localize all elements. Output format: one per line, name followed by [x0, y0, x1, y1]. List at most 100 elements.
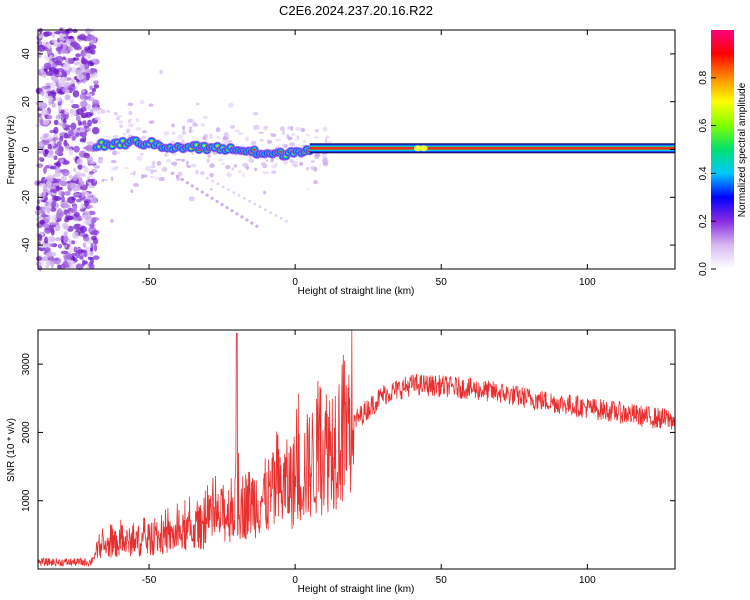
spectrogram-scatter-blob: [268, 140, 273, 144]
spectrogram-noise-blob: [43, 140, 49, 146]
spectrogram-scatter-blob: [175, 158, 182, 161]
spectrogram-scatter-blob: [237, 132, 244, 135]
spectrogram-scatter-blob: [113, 111, 118, 116]
spectrogram-scatter-blob: [299, 161, 304, 167]
spectrogram-scatter-blob: [118, 120, 124, 124]
spectrogram-scatter-blob: [265, 159, 269, 162]
spectrogram-noise-blob: [61, 49, 69, 54]
spectrogram-noise-blob: [37, 233, 43, 242]
spectrogram-scatter-blob: [145, 166, 151, 172]
spectrogram-noise-blob: [36, 163, 44, 168]
spectrogram-noise-blob: [82, 242, 87, 248]
spectrogram-streak-dot: [211, 179, 215, 183]
spectrogram-x-label: Height of straight line (km): [298, 286, 415, 297]
spectrogram-noise-blob: [75, 115, 81, 122]
spectrogram-scatter-blob: [139, 152, 144, 156]
spectrogram-scatter-blob: [150, 165, 156, 169]
spectrogram-noise-blob: [67, 187, 73, 192]
spectrogram-scatter-blob: [222, 136, 229, 141]
spectrogram-noise-blob: [64, 204, 71, 208]
spectrogram-scatter-blob: [149, 175, 156, 179]
spectrogram-noise-blob: [50, 81, 57, 89]
spectrogram-noise-blob: [86, 141, 94, 145]
spectrogram-noise-blob: [56, 160, 62, 168]
spectrogram-noise-blob: [45, 251, 53, 258]
spectrogram-noise-blob: [62, 63, 71, 71]
spectrogram-scatter-blob: [265, 171, 270, 174]
spectrogram-noise-blob: [54, 149, 63, 156]
spectrogram-noise-blob: [90, 196, 98, 204]
spectrogram-scatter-blob: [228, 102, 234, 108]
spectrogram-steady-band: [309, 147, 675, 150]
spectrogram-streak-dot: [264, 208, 267, 212]
spectrogram-y-axis: -40 -20 0 20 40: [21, 48, 675, 252]
spectrogram-scatter-blob: [209, 172, 214, 178]
spectrogram-noise-blob: [65, 252, 73, 260]
spectrogram-scatter-blob: [140, 136, 147, 140]
spectrogram-scatter-blob: [226, 139, 233, 144]
spectrogram-noise-blob: [39, 119, 44, 126]
spectrogram-streak-dot: [200, 190, 204, 194]
spectrogram-scatter-blob: [154, 177, 160, 180]
spectrogram-noise-blob: [89, 85, 93, 91]
spectrogram-scatter-blob: [188, 196, 195, 202]
spectrogram-scatter-blob: [172, 131, 175, 135]
spectrogram-noise-blob: [87, 256, 92, 260]
spectrogram-noise-blob: [55, 46, 63, 52]
spectrogram-noise-blob: [79, 138, 84, 143]
spectrogram-noise-blob: [49, 226, 55, 232]
spectrogram-scatter-blob: [294, 160, 299, 164]
spectrogram-scatter-blob: [181, 158, 185, 162]
spectrogram-noise-blob: [48, 99, 52, 107]
spectrogram-streak-dot: [245, 218, 249, 222]
snr-x-label: Height of straight line (km): [298, 584, 415, 595]
spectrogram-scatter-blob: [169, 140, 176, 144]
spectrogram-scatter-blob: [262, 126, 268, 131]
spectrogram-noise-blob: [63, 209, 68, 216]
spectrogram-noise-blob: [85, 28, 91, 35]
spectrogram-x-axis: -50 0 50 100: [142, 30, 596, 288]
spectrogram-noise-blob: [87, 204, 94, 209]
spectrogram-scatter-blob: [190, 151, 195, 156]
spectrogram-noise-blob: [91, 126, 100, 135]
snr-x-axis: -50 0 50 100: [142, 330, 596, 586]
spectrogram-noise-blob: [72, 57, 80, 61]
spectrogram-noise-blob: [64, 94, 71, 101]
spectrogram-scatter-blob: [103, 110, 107, 113]
spectrogram-scatter-blob: [287, 126, 292, 130]
spectrogram-scatter-blob: [164, 152, 168, 157]
spectrogram-scatter-blob: [127, 102, 134, 107]
spectrogram-ridge-blob: [195, 143, 198, 146]
spectrogram-scatter-blob: [115, 115, 123, 118]
spectrogram-streak-dot: [210, 196, 214, 200]
spectrogram-scatter-blob: [124, 166, 129, 170]
spectrogram-noise-blob: [64, 108, 69, 115]
spectrogram-streak-dot: [258, 205, 262, 209]
spectrogram-noise-blob: [89, 108, 94, 113]
spectrogram-scatter-blob: [274, 138, 281, 142]
spectrogram-streak-dot: [215, 199, 219, 203]
spectrogram-ridge-blob: [203, 144, 206, 147]
spectrogram-noise-blob: [70, 122, 77, 131]
spectrogram-noise-blob: [52, 188, 58, 194]
spectrogram-scatter-blob: [163, 131, 170, 136]
spectrogram-scatter-blob: [321, 153, 327, 159]
spectrogram-scatter-blob: [313, 180, 318, 185]
spectrogram-streak-dot: [279, 217, 283, 220]
x-tick-label: 0: [292, 575, 298, 586]
spectrogram-streak-dot: [227, 188, 230, 191]
spectrogram-noise-blob: [53, 182, 60, 187]
y-tick-label: 1000: [21, 489, 32, 512]
spectrogram-noise-blob: [36, 261, 42, 267]
spectrogram-noise-blob: [60, 250, 69, 255]
spectrogram-noise-blob: [75, 68, 83, 76]
spectrogram-noise-blob: [36, 40, 41, 45]
spectrogram-scatter-blob: [151, 160, 156, 166]
spectrogram-noise-blob: [36, 199, 41, 205]
spectrogram-noise-blob: [68, 245, 73, 254]
spectrogram-scatter-blob: [209, 163, 215, 168]
spectrogram-noise-blob: [38, 28, 43, 33]
spectrogram-noise-blob: [54, 178, 62, 183]
spectrogram-noise-blob: [53, 196, 62, 201]
